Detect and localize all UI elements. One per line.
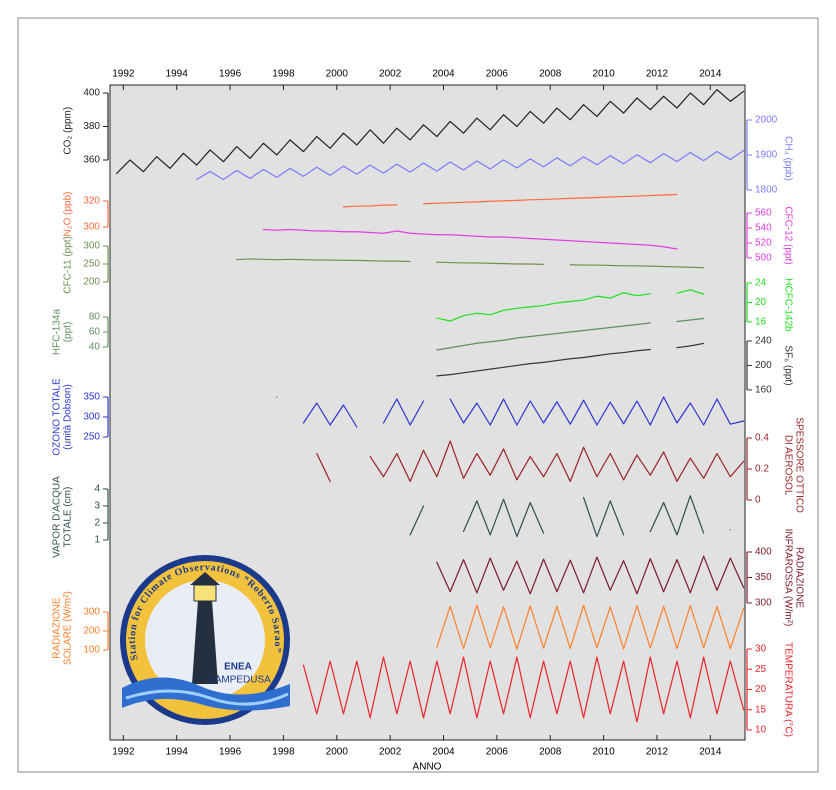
- x-tick-label-top: 2000: [326, 69, 349, 80]
- y-tick-label: 25: [755, 664, 767, 675]
- y-tick-label: 0.4: [755, 433, 769, 444]
- axis-title: OZONO TOTALE: [52, 378, 63, 456]
- y-tick-label: 4: [94, 484, 100, 495]
- y-tick-label: 350: [755, 572, 772, 583]
- y-tick-label: 400: [755, 547, 772, 558]
- y-tick-label: 1: [94, 535, 100, 546]
- y-tick-label: 80: [89, 312, 101, 323]
- y-tick-label: 100: [83, 645, 100, 656]
- y-tick-label: 0: [755, 495, 761, 506]
- axis-title: (ppt): [63, 322, 74, 343]
- axis-title: RADIAZIONE: [793, 547, 804, 608]
- logo-place: LAMPEDUSA: [209, 675, 271, 686]
- y-tick-label: 300: [83, 607, 100, 618]
- axis-title: CFC-12 (ppt): [782, 206, 793, 264]
- x-tick-label: 2002: [379, 747, 402, 758]
- axis-title: CFC-11 (ppt): [63, 236, 74, 294]
- x-tick-label: 2012: [646, 747, 669, 758]
- axis-title: VAPOR D'ACQUA: [52, 476, 63, 558]
- axis-title: (unità Dobson): [63, 384, 74, 450]
- logo-org: ENEA: [224, 662, 252, 673]
- x-tick-label: 2000: [326, 747, 349, 758]
- y-tick-label: 240: [755, 336, 772, 347]
- y-tick-label: 350: [83, 392, 100, 403]
- y-tick-label: 60: [89, 327, 101, 338]
- chart: ANNO Station for Climate Observations “R…: [0, 0, 836, 790]
- logo: Station for Climate Observations “Robert…: [122, 558, 290, 722]
- y-tick-label: 380: [83, 121, 100, 132]
- lighthouse-lamp: [194, 585, 216, 601]
- axis-title: HFC-134a: [52, 309, 63, 356]
- axis-title: SF₆ (ppt): [782, 345, 793, 385]
- y-tick-label: 300: [755, 598, 772, 609]
- x-tick-label-top: 2004: [432, 69, 455, 80]
- y-tick-label: 500: [755, 253, 772, 264]
- y-tick-label: 160: [755, 385, 772, 396]
- x-axis-label: ANNO: [413, 762, 442, 773]
- x-tick-label-top: 2006: [486, 69, 509, 80]
- y-tick-label: 20: [755, 684, 767, 695]
- y-tick-label: 30: [755, 644, 767, 655]
- y-tick-label: 1900: [755, 150, 778, 161]
- x-tick-label-top: 1996: [219, 69, 242, 80]
- y-tick-label: 15: [755, 704, 767, 715]
- x-tick-label: 2004: [432, 747, 455, 758]
- y-tick-label: 3: [94, 501, 100, 512]
- y-tick-label: 540: [755, 223, 772, 234]
- x-tick-label-top: 1998: [272, 69, 295, 80]
- x-tick-label: 1998: [272, 747, 295, 758]
- y-tick-label: 300: [83, 412, 100, 423]
- x-tick-label: 2008: [539, 747, 562, 758]
- y-tick-label: 250: [83, 432, 100, 443]
- y-tick-label: 10: [755, 725, 767, 736]
- axis-title: DI AEROSOL: [782, 435, 793, 496]
- x-tick-label-top: 2012: [646, 69, 669, 80]
- y-tick-label: 360: [83, 155, 100, 166]
- y-tick-label: 1800: [755, 185, 778, 196]
- x-tick-label: 2014: [699, 747, 722, 758]
- y-tick-label: 400: [83, 88, 100, 99]
- x-tick-label: 2006: [486, 747, 509, 758]
- y-tick-label: 16: [755, 317, 767, 328]
- y-tick-label: 2: [94, 518, 100, 529]
- axis-title: RADIAZIONE: [52, 597, 63, 658]
- y-tick-label: 24: [755, 278, 767, 289]
- y-tick-label: 0.2: [755, 464, 769, 475]
- x-tick-label: 1994: [166, 747, 189, 758]
- axis-title: TEMPERATURA (°C): [782, 642, 793, 737]
- y-tick-label: 300: [83, 241, 100, 252]
- axis-title: HCFC-142b: [782, 278, 793, 332]
- y-tick-label: 200: [83, 277, 100, 288]
- y-tick-label: 20: [755, 297, 767, 308]
- axis-title: SPESSORE OTTICO: [793, 417, 804, 513]
- y-tick-label: 40: [89, 342, 101, 353]
- y-tick-label: 520: [755, 238, 772, 249]
- axis-title: CO₂ (ppm): [63, 107, 74, 155]
- y-tick-label: 2000: [755, 115, 778, 126]
- x-tick-label-top: 2010: [592, 69, 615, 80]
- y-tick-label: 300: [83, 222, 100, 233]
- x-tick-label-top: 1994: [166, 69, 189, 80]
- axis-title: N₂O (ppb): [63, 191, 74, 236]
- x-tick-label-top: 2008: [539, 69, 562, 80]
- axis-title: CH₄ (ppb): [782, 136, 793, 181]
- x-tick-label: 2010: [592, 747, 615, 758]
- page: {"chart_data": {"type": "line", "x_label…: [0, 0, 836, 790]
- y-tick-label: 320: [83, 196, 100, 207]
- y-tick-label: 200: [755, 360, 772, 371]
- axis-title: SOLARE (W/m²): [63, 591, 74, 665]
- y-tick-label: 200: [83, 626, 100, 637]
- y-tick-label: 560: [755, 208, 772, 219]
- y-tick-label: 250: [83, 259, 100, 270]
- x-tick-label: 1992: [112, 747, 135, 758]
- x-tick-label-top: 2014: [699, 69, 722, 80]
- axis-title: INFRAROSSA (W/m²): [782, 529, 793, 627]
- x-tick-label-top: 1992: [112, 69, 135, 80]
- x-tick-label: 1996: [219, 747, 242, 758]
- axis-title: TOTALE (cm): [63, 487, 74, 548]
- x-tick-label-top: 2002: [379, 69, 402, 80]
